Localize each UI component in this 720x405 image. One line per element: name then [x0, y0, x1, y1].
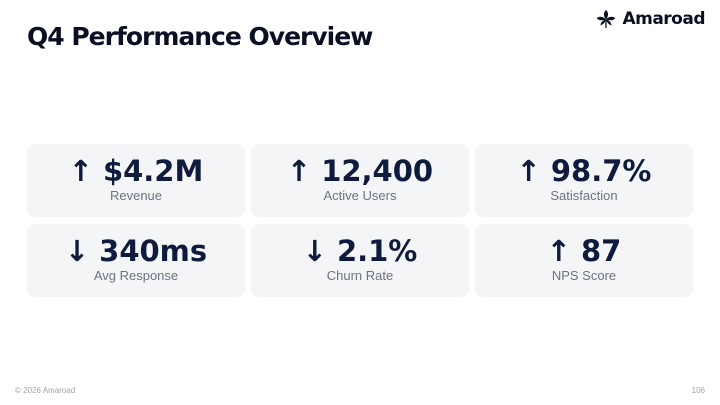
metric-value: 87 — [580, 234, 622, 268]
metric-card-avg-response: ↓ 340ms Avg Response — [27, 224, 245, 297]
metric-label: Satisfaction — [550, 188, 618, 203]
metric-label: Revenue — [109, 188, 163, 203]
metric-card-revenue: ↑ $4.2M Revenue — [27, 144, 245, 217]
metric-card-churn-rate: ↓ 2.1% Churn Rate — [251, 224, 469, 297]
arrow-up-icon: ↑ — [68, 154, 93, 188]
leaf-logo-icon — [595, 8, 617, 30]
metric-card-nps-score: ↑ 87 NPS Score — [475, 224, 693, 297]
slide-title: Q4 Performance Overview — [27, 22, 373, 51]
metric-value: 340ms — [99, 234, 208, 268]
brand-name: Amaroad — [622, 9, 705, 29]
metric-card-satisfaction: ↑ 98.7% Satisfaction — [475, 144, 693, 217]
metric-value: 12,400 — [321, 154, 434, 188]
footer-copyright: © 2026 Amaroad — [15, 386, 76, 395]
arrow-down-icon: ↓ — [302, 234, 327, 268]
metric-label: NPS Score — [551, 268, 617, 283]
page-number: 106 — [691, 386, 705, 395]
arrow-down-icon: ↓ — [64, 234, 90, 268]
arrow-up-icon: ↑ — [546, 234, 571, 268]
metric-label: Churn Rate — [326, 268, 394, 283]
arrow-up-icon: ↑ — [286, 154, 312, 188]
arrow-up-icon: ↑ — [516, 154, 541, 188]
brand-logo: Amaroad — [595, 8, 705, 30]
metric-label: Avg Response — [93, 268, 179, 283]
metric-label: Active Users — [323, 188, 397, 203]
metric-card-active-users: ↑ 12,400 Active Users — [251, 144, 469, 217]
metric-value: $4.2M — [102, 154, 204, 188]
metric-value: 98.7% — [550, 154, 652, 188]
metrics-grid: ↑ $4.2M Revenue ↑ 12,400 Active Users ↑ … — [27, 144, 693, 297]
metric-value: 2.1% — [336, 234, 418, 268]
